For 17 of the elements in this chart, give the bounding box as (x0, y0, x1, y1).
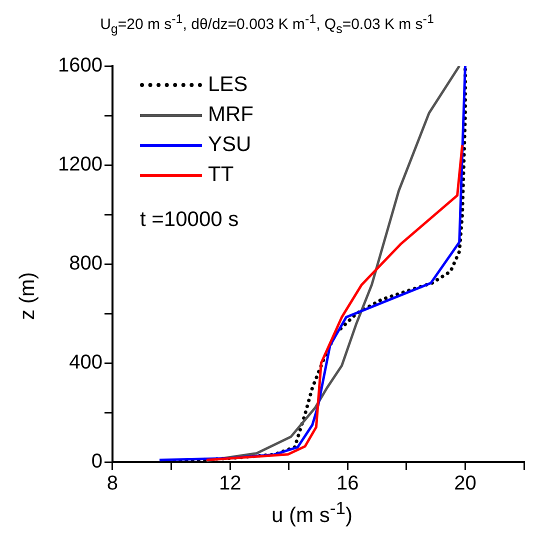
legend-label: MRF (208, 103, 254, 127)
legend-label: YSU (208, 133, 252, 157)
y-axis-title: z (m) (16, 272, 40, 320)
y-tick-label: 1600 (58, 54, 102, 77)
legend-label: LES (208, 73, 248, 97)
x-tick-label: 20 (454, 472, 476, 495)
y-tick-label: 400 (69, 352, 102, 374)
y-tick-label: 0 (91, 450, 102, 473)
x-tick-label: 8 (106, 472, 118, 495)
x-tick-label: 12 (218, 472, 242, 495)
x-axis-title: u (m s$^{-1}$) (270, 498, 354, 528)
y-tick-label: 1200 (58, 154, 102, 176)
annotation: t =10000 s (140, 208, 240, 232)
legend-label: TT (208, 163, 234, 187)
chart-title: U$_{g}$=20 m s$^{-1}$, dθ/dz=0.003 K m$^{-1}$, Q$_{s}$=0.03 K m s$^{-1}$ (100, 12, 434, 36)
y-tick-label: 800 (69, 252, 102, 275)
x-tick-label: 16 (336, 472, 359, 495)
